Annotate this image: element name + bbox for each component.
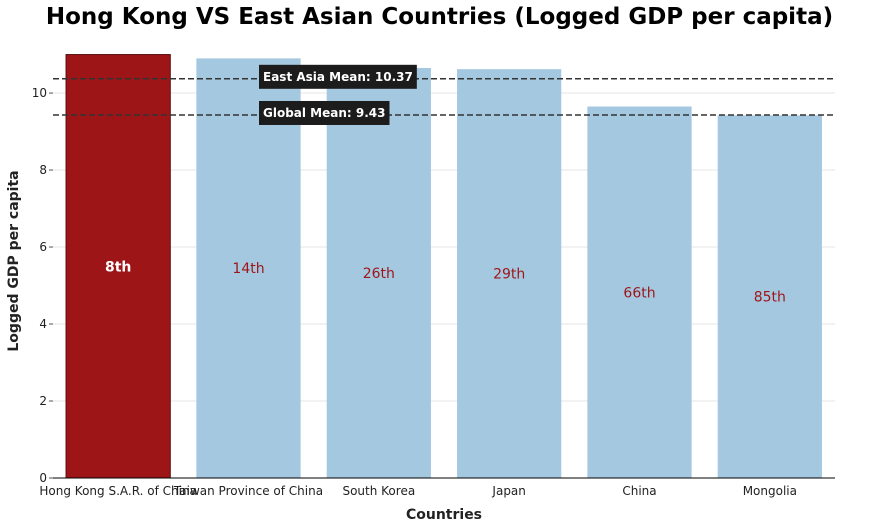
x-tick-label: South Korea bbox=[342, 484, 415, 498]
x-tick-label: Mongolia bbox=[743, 484, 797, 498]
bar-rank-label: 29th bbox=[493, 267, 525, 283]
bar-rank-label: 85th bbox=[754, 290, 786, 306]
reference-line-label: East Asia Mean: 10.37 bbox=[263, 70, 413, 84]
y-axis-title: Logged GDP per capita bbox=[6, 170, 22, 351]
rank-labels: 8th 14th 26th 29th 66th 85th bbox=[105, 259, 786, 305]
y-tick-label: 10 bbox=[32, 86, 47, 100]
y-tick-label: 2 bbox=[39, 394, 47, 408]
bar-rank-label: 26th bbox=[363, 266, 395, 282]
bar-rank-label: 8th bbox=[105, 259, 131, 275]
bar bbox=[457, 69, 562, 478]
bar-rank-label: 14th bbox=[232, 261, 264, 277]
y-tick-label: 4 bbox=[39, 317, 47, 331]
x-tick-label: Hong Kong S.A.R. of China bbox=[39, 484, 197, 498]
bars-layer bbox=[65, 54, 822, 479]
reference-lines: East Asia Mean: 10.37 Global Mean: 9.43 bbox=[53, 64, 835, 125]
reference-line-label-box bbox=[259, 64, 417, 89]
reference-line-label-box bbox=[259, 100, 390, 125]
bar bbox=[326, 68, 431, 478]
bar bbox=[717, 115, 822, 479]
x-tick-label: Taiwan Province of China bbox=[173, 484, 323, 498]
x-axis-title: Countries bbox=[406, 507, 482, 523]
bar bbox=[196, 58, 301, 479]
x-tick-label: Japan bbox=[491, 484, 525, 498]
x-tick-label: China bbox=[622, 484, 656, 498]
y-tick-label: 0 bbox=[39, 471, 47, 485]
reference-line-label: Global Mean: 9.43 bbox=[263, 106, 386, 120]
y-tick-label: 8 bbox=[39, 163, 47, 177]
chart-title: Hong Kong VS East Asian Countries (Logge… bbox=[45, 4, 834, 30]
bar bbox=[65, 54, 171, 479]
bar-rank-label: 66th bbox=[623, 285, 655, 301]
bar bbox=[587, 106, 692, 478]
y-tick-label: 6 bbox=[39, 240, 47, 254]
